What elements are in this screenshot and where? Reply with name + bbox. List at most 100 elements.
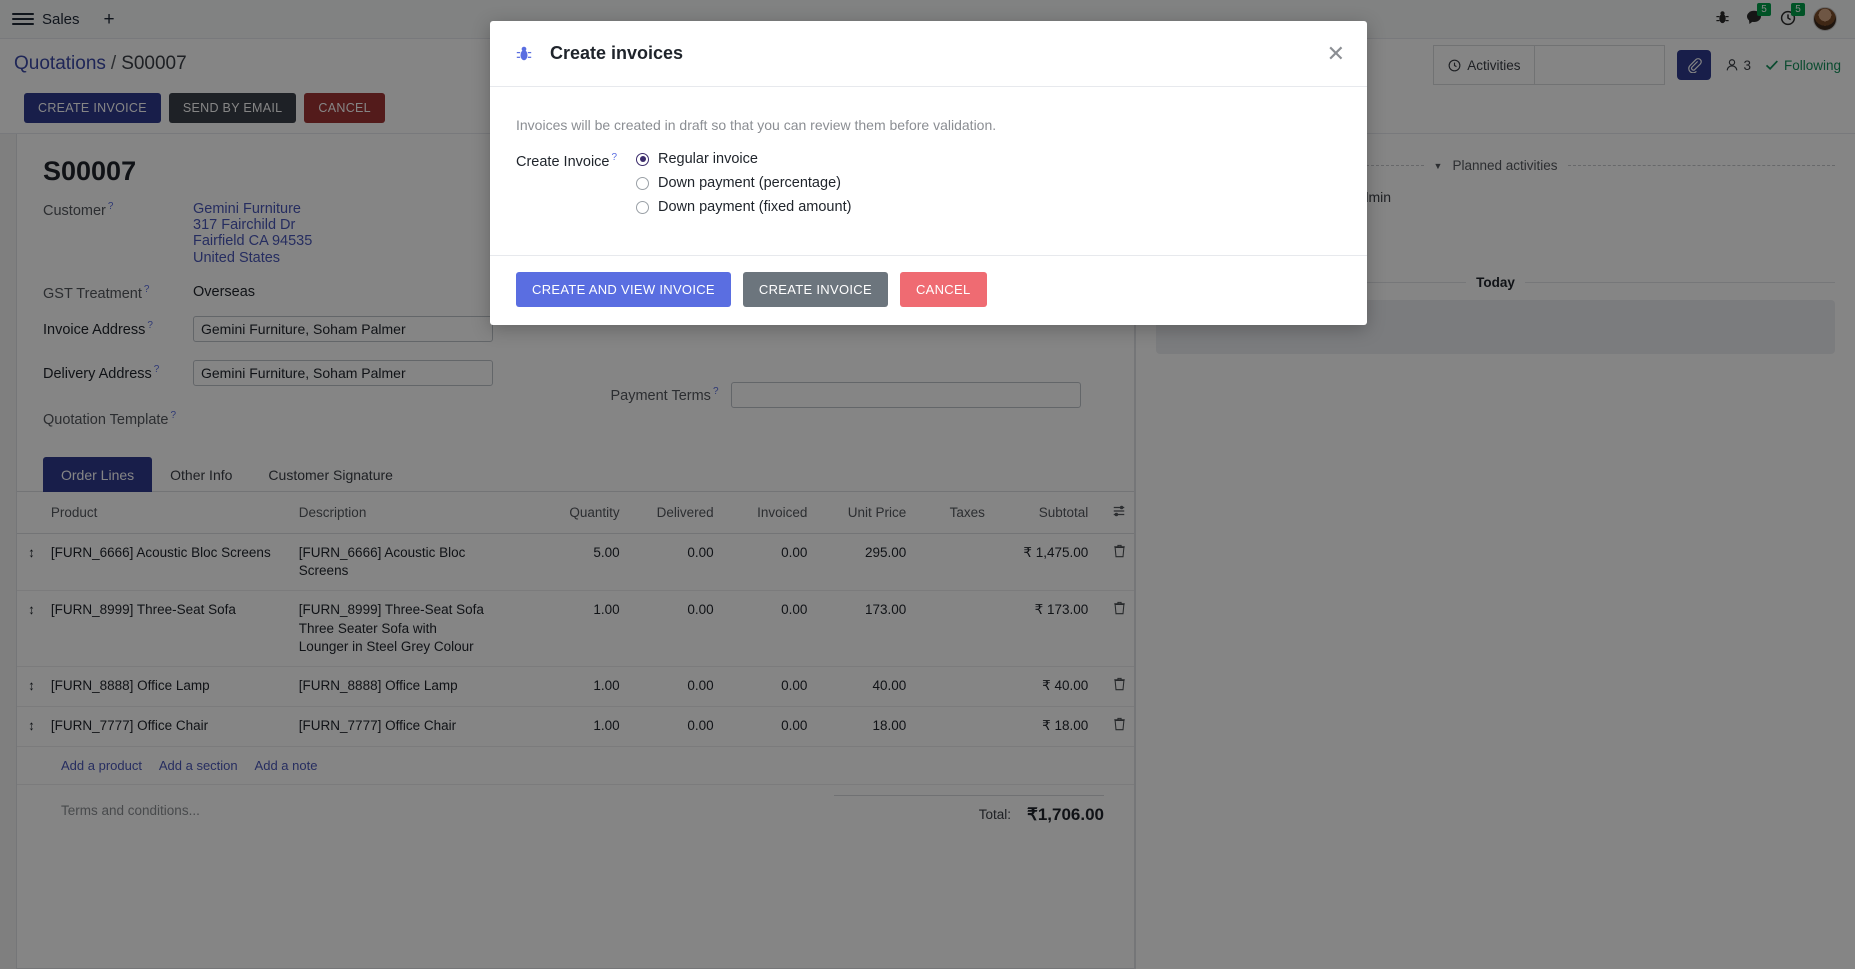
payment-terms-input[interactable] bbox=[730, 382, 1081, 408]
avatar[interactable] bbox=[1813, 7, 1837, 31]
close-icon[interactable]: ✕ bbox=[1326, 40, 1345, 66]
cell-unit-price[interactable]: 40.00 bbox=[815, 666, 915, 708]
customer-country-link[interactable]: United States bbox=[193, 249, 281, 266]
order-lines-head: Product Description Quantity Delivered I… bbox=[17, 491, 1134, 534]
breadcrumb-root[interactable]: Quotations bbox=[14, 53, 106, 74]
cell-quantity[interactable]: 1.00 bbox=[533, 590, 628, 668]
delete-row-icon[interactable] bbox=[1096, 706, 1134, 748]
cell-product[interactable]: [FURN_6666] Acoustic Bloc Screens bbox=[42, 533, 291, 592]
create-invoice-button[interactable]: CREATE INVOICE bbox=[742, 272, 888, 307]
help-icon[interactable]: ? bbox=[153, 363, 160, 375]
help-icon[interactable]: ? bbox=[170, 409, 177, 421]
cell-product[interactable]: [FURN_8999] Three-Seat Sofa bbox=[42, 590, 291, 668]
cell-delivered[interactable]: 0.00 bbox=[627, 590, 722, 668]
add-a-section-link[interactable]: Add a section bbox=[158, 758, 238, 774]
row-drag-handle-icon[interactable]: ↕ bbox=[17, 706, 43, 748]
tab-other-info[interactable]: Other Info bbox=[170, 466, 233, 483]
table-row[interactable]: ↕ [FURN_7777] Office Chair [FURN_7777] O… bbox=[17, 706, 1134, 748]
optional-columns-icon[interactable] bbox=[1096, 491, 1134, 534]
paperclip-icon[interactable] bbox=[1677, 50, 1712, 80]
cell-product[interactable]: [FURN_7777] Office Chair bbox=[42, 706, 291, 748]
cell-description[interactable]: [FURN_7777] Office Chair bbox=[290, 706, 534, 748]
send-by-email-button[interactable]: SEND BY EMAIL bbox=[168, 93, 297, 123]
customer-street-link[interactable]: 317 Fairchild Dr bbox=[193, 217, 296, 234]
col-invoiced[interactable]: Invoiced bbox=[721, 491, 816, 534]
current-app-name[interactable]: Sales bbox=[42, 10, 80, 28]
cell-delivered[interactable]: 0.00 bbox=[627, 666, 722, 708]
help-icon[interactable]: ? bbox=[147, 319, 153, 331]
activities-clock-icon[interactable]: 5 bbox=[1780, 2, 1805, 29]
cell-description[interactable]: [FURN_8888] Office Lamp bbox=[290, 666, 534, 708]
cell-unit-price[interactable]: 18.00 bbox=[815, 706, 915, 748]
radio-regular-invoice[interactable]: Regular invoice bbox=[636, 151, 851, 167]
cell-taxes[interactable] bbox=[914, 533, 993, 592]
invoice-address-input[interactable] bbox=[193, 315, 493, 342]
col-description[interactable]: Description bbox=[290, 491, 534, 534]
delete-row-icon[interactable] bbox=[1096, 666, 1134, 708]
col-quantity[interactable]: Quantity bbox=[533, 491, 628, 534]
table-row[interactable]: ↕ [FURN_8888] Office Lamp [FURN_8888] Of… bbox=[17, 666, 1134, 708]
cell-invoiced[interactable]: 0.00 bbox=[721, 706, 816, 748]
cell-quantity[interactable]: 5.00 bbox=[533, 533, 628, 592]
cell-invoiced[interactable]: 0.00 bbox=[721, 666, 816, 708]
radio-down-payment-fixed[interactable]: Down payment (fixed amount) bbox=[636, 199, 851, 215]
cell-product[interactable]: [FURN_8888] Office Lamp bbox=[42, 666, 291, 708]
messages-icon[interactable]: 5 bbox=[1746, 3, 1771, 28]
activities-button[interactable]: Activities bbox=[1433, 45, 1536, 85]
cell-unit-price[interactable]: 295.00 bbox=[815, 533, 915, 592]
cell-delivered[interactable]: 0.00 bbox=[627, 533, 722, 592]
followers-count[interactable]: 3 bbox=[1725, 58, 1751, 73]
cell-quantity[interactable]: 1.00 bbox=[533, 666, 628, 708]
create-and-view-invoice-button[interactable]: CREATE AND VIEW INVOICE bbox=[516, 272, 731, 307]
help-icon[interactable]: ? bbox=[143, 283, 150, 295]
cell-taxes[interactable] bbox=[914, 706, 993, 748]
col-delivered[interactable]: Delivered bbox=[627, 491, 722, 534]
cancel-button[interactable]: CANCEL bbox=[899, 272, 987, 307]
terms-and-conditions-field[interactable]: Terms and conditions... bbox=[61, 803, 200, 819]
col-unit-price[interactable]: Unit Price bbox=[815, 491, 915, 534]
tab-customer-signature[interactable]: Customer Signature bbox=[268, 466, 393, 483]
row-drag-handle-icon[interactable]: ↕ bbox=[17, 666, 43, 708]
table-row[interactable]: ↕ [FURN_6666] Acoustic Bloc Screens [FUR… bbox=[17, 533, 1134, 592]
cancel-button[interactable]: CANCEL bbox=[304, 93, 385, 123]
chevron-down-icon[interactable]: ▼ bbox=[1433, 160, 1443, 171]
cell-quantity[interactable]: 1.00 bbox=[533, 706, 628, 748]
apps-menu-icon[interactable] bbox=[12, 10, 34, 28]
help-icon[interactable]: ? bbox=[107, 201, 114, 212]
radio-down-payment-percentage-control[interactable] bbox=[636, 176, 649, 190]
tab-order-lines[interactable]: Order Lines bbox=[43, 456, 153, 492]
help-icon[interactable]: ? bbox=[611, 152, 618, 163]
col-product[interactable]: Product bbox=[42, 491, 291, 534]
col-subtotal[interactable]: Subtotal bbox=[992, 491, 1097, 534]
delete-row-icon[interactable] bbox=[1096, 590, 1134, 668]
add-a-product-link[interactable]: Add a product bbox=[61, 758, 142, 774]
radio-down-payment-fixed-control[interactable] bbox=[636, 200, 649, 214]
cell-invoiced[interactable]: 0.00 bbox=[721, 590, 816, 668]
cell-invoiced[interactable]: 0.00 bbox=[721, 533, 816, 592]
navbar-systray: 5 5 bbox=[1716, 2, 1843, 31]
cell-unit-price[interactable]: 173.00 bbox=[815, 590, 915, 668]
notebook-tabs: Order Lines Other Info Customer Signatur… bbox=[17, 456, 1134, 492]
cell-description[interactable]: [FURN_8999] Three-Seat Sofa Three Seater… bbox=[290, 590, 534, 668]
following-status[interactable]: Following bbox=[1765, 58, 1841, 73]
cell-description[interactable]: [FURN_6666] Acoustic Bloc Screens bbox=[290, 533, 534, 592]
cell-delivered[interactable]: 0.00 bbox=[627, 706, 722, 748]
record-action-buttons: CREATE INVOICE SEND BY EMAIL CANCEL bbox=[0, 85, 1855, 133]
add-a-note-link[interactable]: Add a note bbox=[254, 758, 318, 774]
table-row[interactable]: ↕ [FURN_8999] Three-Seat Sofa [FURN_8999… bbox=[17, 590, 1134, 668]
delete-row-icon[interactable] bbox=[1096, 533, 1134, 592]
bug-icon[interactable] bbox=[1716, 10, 1729, 28]
delivery-address-input[interactable] bbox=[193, 359, 493, 386]
radio-down-payment-percentage[interactable]: Down payment (percentage) bbox=[636, 175, 851, 191]
cell-taxes[interactable] bbox=[914, 590, 993, 668]
col-taxes[interactable]: Taxes bbox=[914, 491, 993, 534]
create-invoice-button[interactable]: CREATE INVOICE bbox=[24, 93, 161, 123]
row-drag-handle-icon[interactable]: ↕ bbox=[17, 533, 43, 592]
help-icon[interactable]: ? bbox=[712, 386, 719, 397]
cell-taxes[interactable] bbox=[914, 666, 993, 708]
radio-regular-invoice-control[interactable] bbox=[636, 152, 649, 166]
customer-name-link[interactable]: Gemini Furniture bbox=[193, 201, 301, 217]
new-record-plus-icon[interactable]: + bbox=[103, 8, 115, 30]
customer-city-link[interactable]: Fairfield CA 94535 bbox=[193, 233, 313, 250]
row-drag-handle-icon[interactable]: ↕ bbox=[17, 590, 43, 668]
